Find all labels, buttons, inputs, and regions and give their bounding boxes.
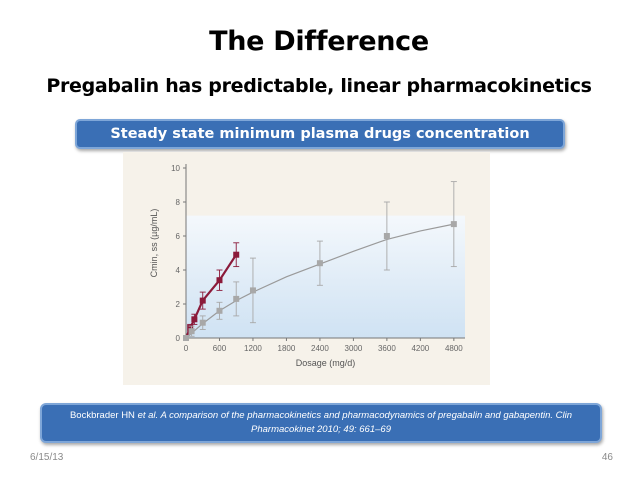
gabapentin-fit-curve [185,223,454,339]
gabapentin-point [450,221,457,228]
slide-subtitle: Pregabalin has predictable, linear pharm… [46,75,592,97]
y-tick-label: 8 [176,198,181,207]
y-tick-label: 10 [171,164,180,173]
reference-authors: Bockbrader HN [69,410,138,421]
y-tick-label: 2 [176,300,181,309]
pregabalin-point [191,316,198,323]
x-tick-label: 4200 [411,344,429,353]
gabapentin-point [216,307,223,314]
y-tick-label: 0 [176,334,181,343]
gabapentin-point [199,319,206,326]
gabapentin-point [233,295,240,302]
x-tick-label: 1200 [244,344,262,353]
x-tick-label: 1800 [278,344,296,353]
y-tick-label: 6 [176,232,181,241]
x-tick-label: 2400 [311,344,329,353]
y-tick-label: 4 [176,266,181,275]
x-tick-label: 4800 [445,344,463,353]
x-tick-label: 0 [184,344,189,353]
x-tick-label: 600 [213,344,227,353]
gabapentin-point [183,335,189,341]
chart-banner-text: Steady state minimum plasma drugs concen… [110,126,530,142]
reference-title: A comparison of the pharmacokinetics and… [158,410,573,435]
reference-box: Bockbrader HN et al. A comparison of the… [40,403,602,443]
pregabalin-point [216,277,223,284]
pregabalin-point [187,324,194,331]
gabapentin-point [383,233,390,239]
x-tick-label: 3000 [345,344,363,353]
y-axis-label: Cmin, ss (µg/mL) [149,209,159,278]
gabapentin-point [249,287,256,294]
gabapentin-point [188,328,195,335]
slide-title: The Difference [209,26,429,57]
chart-banner: Steady state minimum plasma drugs concen… [75,119,565,149]
reference-etal: et al. [137,410,159,421]
slide-date: 6/15/13 [30,452,64,463]
pregabalin-point [233,251,240,258]
x-axis-label: Dosage (mg/d) [296,358,356,368]
gabapentin-point [316,260,323,267]
plot-area [186,215,465,338]
pregabalin-point [199,297,206,304]
slide-page-number: 46 [601,452,613,463]
x-tick-label: 3600 [378,344,396,353]
